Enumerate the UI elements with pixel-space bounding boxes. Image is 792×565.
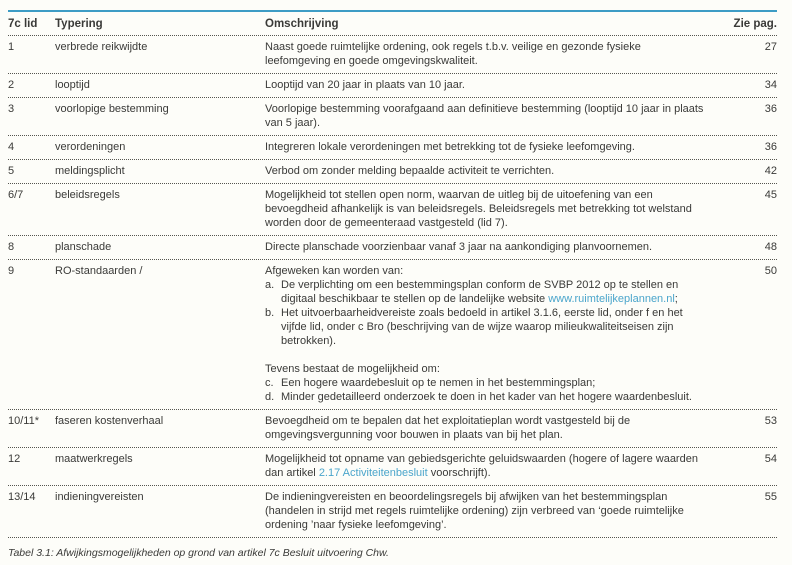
table-row: 2 looptijd Looptijd van 20 jaar in plaat…: [8, 74, 777, 98]
hyperlink-ruimtelijkeplannen[interactable]: www.ruimtelijkeplannen.nl: [548, 293, 675, 305]
list-item-text: Een hogere waardebesluit op te nemen in …: [281, 377, 596, 389]
column-header-typering: Typering: [55, 18, 103, 30]
cell-typering: verordeningen: [55, 141, 126, 153]
cell-omschrijving: Integreren lokale verordeningen met betr…: [265, 141, 635, 153]
table-row: 1 verbrede reikwijdte Naast goede ruimte…: [8, 36, 777, 74]
table-row: 3 voorlopige bestemming Voorlopige beste…: [8, 98, 777, 136]
cell-typering: verbrede reikwijdte: [55, 41, 148, 53]
cell-typering: looptijd: [55, 79, 90, 91]
desc-list-item-a: a. De verplichting om een bestemmingspla…: [265, 278, 707, 306]
cell-typering: beleidsregels: [55, 189, 120, 201]
cell-page: 48: [764, 241, 777, 253]
table-row: 9 RO-standaarden / Afgeweken kan worden …: [8, 260, 777, 410]
cell-page: 42: [764, 165, 777, 177]
desc-list-item-c: c. Een hogere waardebesluit op te nemen …: [265, 376, 707, 390]
desc-list-item-d: d. Minder gedetailleerd onderzoek te doe…: [265, 390, 707, 404]
cell-lid: 3: [8, 103, 15, 115]
cell-omschrijving: Mogelijkheid tot stellen open norm, waar…: [265, 189, 692, 229]
column-header-page: Zie pag.: [733, 18, 777, 30]
list-item-text: Minder gedetailleerd onderzoek te doen i…: [281, 391, 692, 403]
table-row: 5 meldingsplicht Verbod om zonder meldin…: [8, 160, 777, 184]
list-item-text-pre: De verplichting om een bestemmingsplan c…: [281, 279, 679, 305]
cell-typering: maatwerkregels: [55, 453, 133, 465]
desc-intro: Tevens bestaat de mogelijkheid om:: [265, 363, 440, 375]
cell-page: 36: [764, 103, 777, 115]
cell-page: 54: [764, 453, 777, 465]
cell-page: 36: [764, 141, 777, 153]
cell-omschrijving: Verbod om zonder melding bepaalde activi…: [265, 165, 555, 177]
table-row: 13/14 indieningvereisten De indieningver…: [8, 486, 777, 538]
list-item-text: Het uitvoerbaarheidvereiste zoals bedoel…: [281, 307, 683, 347]
cell-page: 45: [764, 189, 777, 201]
cell-omschrijving: Looptijd van 20 jaar in plaats van 10 ja…: [265, 79, 465, 91]
cell-lid: 6/7: [8, 189, 24, 201]
column-header-omschrijving: Omschrijving: [265, 18, 339, 30]
cell-typering: planschade: [55, 241, 112, 253]
list-marker: c.: [265, 377, 274, 389]
list-item-text-post: ;: [674, 293, 678, 305]
cell-lid: 8: [8, 241, 15, 253]
table-row: 6/7 beleidsregels Mogelijkheid tot stell…: [8, 184, 777, 236]
cell-omschrijving: De indieningvereisten en beoordelingsreg…: [265, 491, 684, 531]
cell-typering: RO-standaarden /: [55, 265, 143, 277]
blank-line: [265, 348, 707, 362]
cell-typering: meldingsplicht: [55, 165, 125, 177]
table-row: 10/11* faseren kostenverhaal Bevoegdheid…: [8, 410, 777, 448]
cell-omschrijving: Voorlopige bestemming voorafgaand aan de…: [265, 103, 704, 129]
cell-lid: 1: [8, 41, 15, 53]
desc-list-item-b: b. Het uitvoerbaarheidvereiste zoals bed…: [265, 306, 707, 348]
cell-lid: 10/11*: [8, 415, 39, 427]
cell-omschrijving: Directe planschade voorzienbaar vanaf 3 …: [265, 241, 653, 253]
table-caption: Tabel 3.1: Afwijkingsmogelijkheden op gr…: [8, 547, 389, 559]
cell-lid: 5: [8, 165, 15, 177]
cell-omschrijving: Mogelijkheid tot opname van gebiedsgeric…: [265, 452, 725, 480]
cell-lid: 13/14: [8, 491, 36, 503]
desc-text-post: voorschrijft).: [427, 467, 491, 479]
cell-lid: 9: [8, 265, 15, 277]
cell-page: 34: [764, 79, 777, 91]
column-header-lid: 7c lid: [8, 18, 38, 30]
table-row: 12 maatwerkregels Mogelijkheid tot opnam…: [8, 448, 777, 486]
cell-lid: 12: [8, 453, 21, 465]
cell-page: 27: [764, 41, 777, 53]
cell-page: 53: [764, 415, 777, 427]
cell-typering: voorlopige bestemming: [55, 103, 169, 115]
cell-typering: faseren kostenverhaal: [55, 415, 164, 427]
cell-omschrijving: Naast goede ruimtelijke ordening, ook re…: [265, 41, 641, 67]
list-marker: b.: [265, 307, 275, 319]
hyperlink-activiteitenbesluit[interactable]: 2.17 Activiteitenbesluit: [318, 467, 428, 479]
cell-omschrijving: Afgeweken kan worden van: a. De verplich…: [265, 264, 725, 404]
cell-typering: indieningvereisten: [55, 491, 144, 503]
cell-page: 55: [764, 491, 777, 503]
table-row: 4 verordeningen Integreren lokale verord…: [8, 136, 777, 160]
cell-omschrijving: Bevoegdheid om te bepalen dat het exploi…: [265, 415, 631, 441]
list-marker: a.: [265, 279, 275, 291]
cell-page: 50: [764, 265, 777, 277]
desc-text-pre: Mogelijkheid tot opname van gebiedsgeric…: [265, 453, 698, 479]
accent-rule: [8, 10, 777, 12]
cell-lid: 2: [8, 79, 15, 91]
list-marker: d.: [265, 391, 275, 403]
table-header-row: 7c lid Typering Omschrijving Zie pag.: [8, 12, 777, 36]
list-item-text: De verplichting om een bestemmingsplan c…: [281, 278, 707, 306]
table-row: 8 planschade Directe planschade voorzien…: [8, 236, 777, 260]
desc-intro: Afgeweken kan worden van:: [265, 265, 404, 277]
cell-lid: 4: [8, 141, 15, 153]
